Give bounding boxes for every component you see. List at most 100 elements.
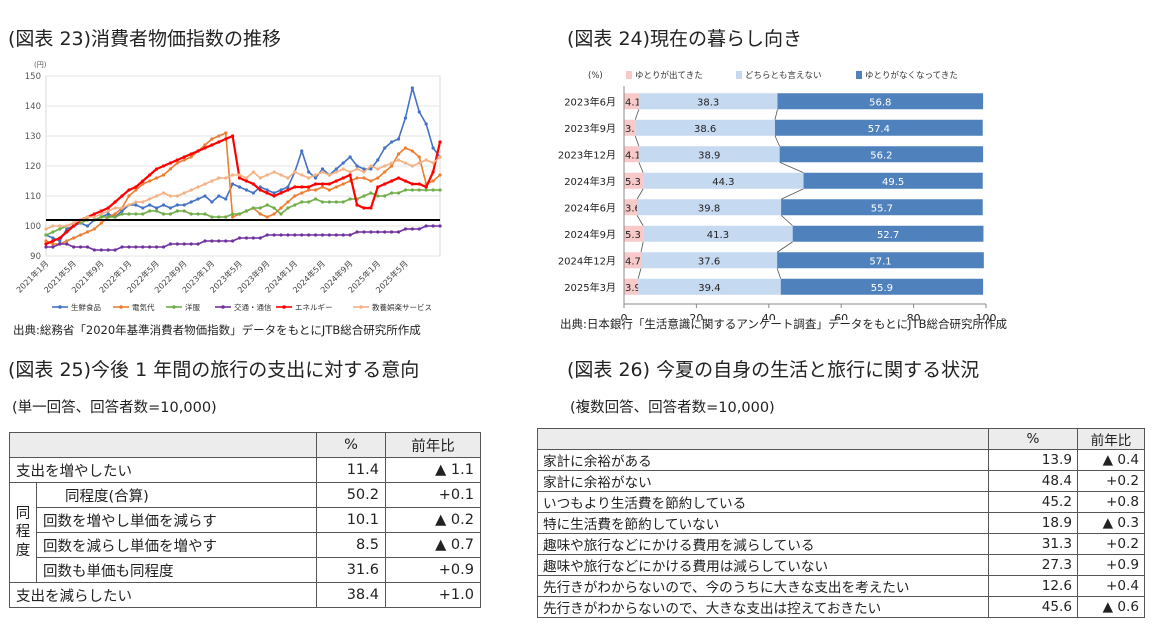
data-point xyxy=(403,179,408,183)
bar-segment xyxy=(624,119,636,136)
data-point xyxy=(417,161,421,165)
data-point xyxy=(106,248,110,252)
data-point xyxy=(182,155,186,159)
data-point xyxy=(293,203,297,207)
row-yoy: +0.2 xyxy=(1077,470,1145,492)
data-point xyxy=(334,185,338,189)
data-point xyxy=(431,179,435,183)
data-point xyxy=(369,167,373,171)
legend-marker xyxy=(58,305,62,309)
data-point xyxy=(362,230,366,234)
data-point xyxy=(293,233,297,237)
series-connector xyxy=(776,268,782,279)
data-point xyxy=(72,236,76,240)
category-label: 2023年6月 xyxy=(564,95,616,108)
data-point xyxy=(251,182,255,186)
row-yoy: ▲ 0.4 xyxy=(1077,449,1145,471)
table-row: 特に生活費を節約していない 18.9 ▲ 0.3 xyxy=(537,512,1145,534)
data-point xyxy=(265,233,269,237)
data-point xyxy=(300,191,304,195)
bar-segment xyxy=(624,93,639,110)
data-label: 56.2 xyxy=(870,150,892,161)
data-label: 5.3 xyxy=(625,230,641,241)
row-pct: 13.9 xyxy=(988,449,1078,471)
data-point xyxy=(175,203,179,207)
data-point xyxy=(237,176,242,180)
data-point xyxy=(58,236,62,240)
data-point xyxy=(106,209,110,213)
table-header-row: % 前年比 xyxy=(537,428,1145,450)
data-point xyxy=(44,239,48,243)
data-point xyxy=(410,86,414,90)
row-yoy: +0.9 xyxy=(1077,554,1145,576)
data-point xyxy=(431,161,435,165)
data-point xyxy=(313,188,318,192)
data-point xyxy=(231,182,235,186)
data-point xyxy=(85,245,90,249)
data-point xyxy=(424,224,428,228)
data-point xyxy=(182,158,186,162)
living-legend: (%) ゆとりが出てきた どちらとも言えない ゆとりがなくなってきた xyxy=(588,70,958,81)
data-point xyxy=(251,206,255,210)
bar-segment xyxy=(780,278,984,295)
travel-intent-table: % 前年比 支出を増やしたい 11.4 ▲ 1.1 同程度 同程度(合算) 50… xyxy=(9,432,481,608)
data-point xyxy=(58,227,62,231)
data-point xyxy=(362,176,366,180)
legend-label: 交通・通信 xyxy=(234,302,272,312)
bar-segment xyxy=(624,199,638,216)
data-point xyxy=(258,212,262,216)
data-point xyxy=(141,182,145,186)
data-label: 49.5 xyxy=(882,177,904,188)
y-tick-label: 120 xyxy=(25,162,41,172)
series-line xyxy=(45,87,441,242)
data-point xyxy=(390,179,394,183)
cpi-grid xyxy=(45,75,441,257)
data-point xyxy=(334,170,338,174)
data-point xyxy=(127,188,131,192)
data-point xyxy=(51,236,55,240)
data-label: 3.9 xyxy=(625,283,641,294)
data-point xyxy=(376,194,380,198)
data-point xyxy=(51,230,55,234)
data-point xyxy=(224,239,228,243)
data-point xyxy=(175,194,179,198)
data-point xyxy=(154,209,159,213)
data-point xyxy=(334,233,338,237)
data-label: 55.7 xyxy=(871,203,893,214)
data-point xyxy=(265,203,269,207)
data-point xyxy=(237,173,242,177)
data-point xyxy=(196,149,200,153)
data-point xyxy=(396,191,401,195)
data-point xyxy=(369,206,373,210)
data-point xyxy=(148,197,152,201)
data-point xyxy=(175,209,179,213)
data-point xyxy=(237,185,242,189)
series-connector xyxy=(780,188,804,200)
data-point xyxy=(327,233,332,237)
data-point xyxy=(383,170,387,174)
data-point xyxy=(307,185,311,189)
fig23-source: 出典:総務省「2020年基準消費者物価指数」データをもとにJTB総合研究所作成 xyxy=(13,323,421,337)
category-label: 2025年3月 xyxy=(564,281,616,294)
data-point xyxy=(341,176,345,180)
data-point xyxy=(438,188,442,192)
data-point xyxy=(78,233,83,237)
legend-label: 教養娯楽サービス xyxy=(372,302,432,312)
data-point xyxy=(244,209,249,213)
data-point xyxy=(134,203,138,207)
data-point xyxy=(134,212,138,216)
data-point xyxy=(369,164,373,168)
data-point xyxy=(113,248,117,252)
cpi-line-chart: 90100110120130140150(円)2021年1月2021年5月202… xyxy=(14,61,442,312)
data-point xyxy=(85,224,90,228)
data-point xyxy=(210,239,214,243)
data-point xyxy=(58,239,62,243)
data-point xyxy=(92,248,96,252)
data-point xyxy=(189,188,193,192)
series-connector xyxy=(637,268,642,279)
bar-segment xyxy=(777,252,984,269)
data-point xyxy=(120,212,124,216)
legend-label: ゆとりが出てきた xyxy=(635,70,703,81)
data-point xyxy=(106,212,110,216)
fig26-subtitle: (複数回答、回答者数=10,000) xyxy=(570,400,775,416)
